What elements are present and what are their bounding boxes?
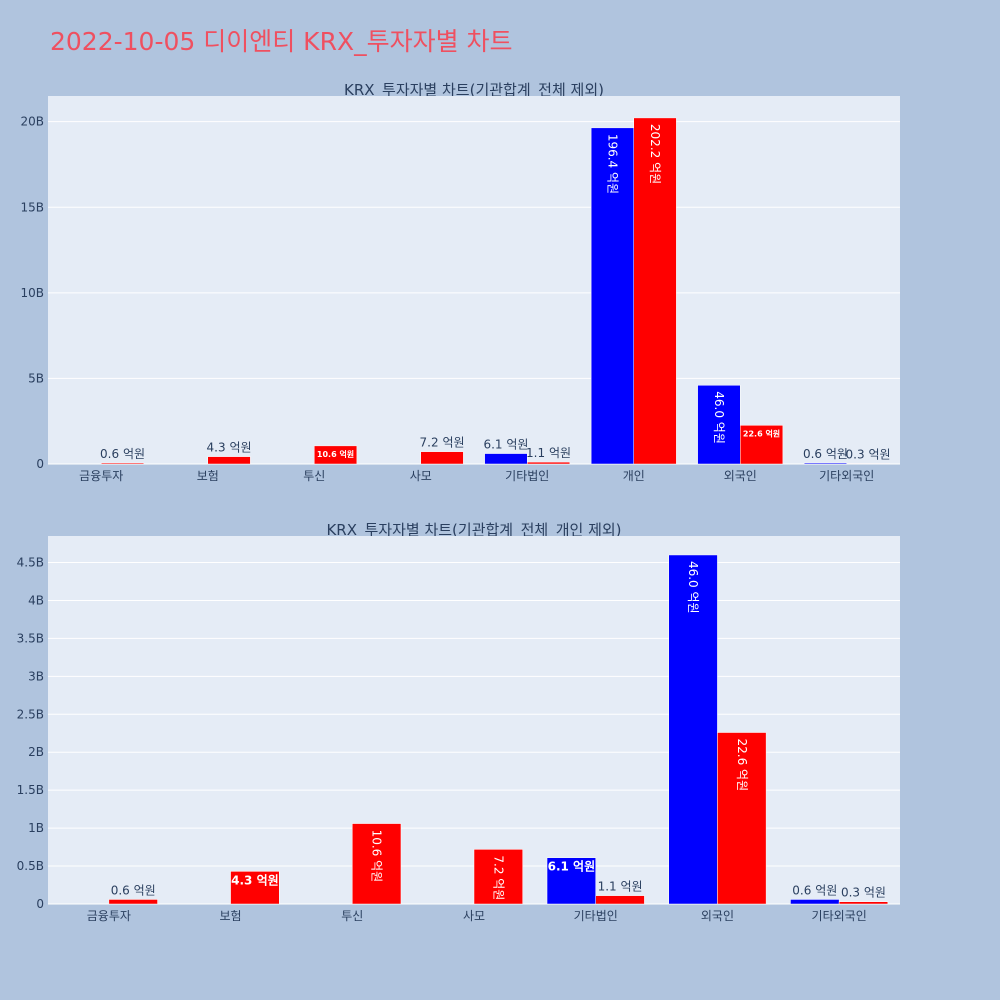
- data-label: 46.0 억원: [712, 391, 726, 444]
- bar: [484, 453, 528, 465]
- plot-background: [48, 536, 900, 904]
- bar: [314, 445, 358, 465]
- data-label: 1.1 억원: [598, 880, 643, 894]
- y-tick-label: 4.5B: [17, 556, 44, 570]
- bar: [352, 823, 402, 905]
- data-label: 0.6 억원: [111, 883, 156, 897]
- y-tick-label: 3B: [28, 669, 44, 683]
- data-label: 22.6 억원: [743, 428, 780, 438]
- bottom-chart-title: KRX_투자자별 차트(기관합계_전체_개인 제외): [326, 521, 621, 540]
- x-tick-label: 보험: [220, 909, 242, 923]
- data-label: 196.4 억원: [605, 134, 619, 194]
- bar: [101, 462, 145, 465]
- x-tick-label: 보험: [197, 469, 219, 483]
- bar: [473, 849, 523, 905]
- bar: [527, 461, 571, 465]
- bar: [546, 857, 596, 905]
- top-chart-title: KRX_투자자별 차트(기관합계_전체 제외): [344, 81, 604, 100]
- top-chart-plot: 0 5B 10B 15B 20B 금융투자 보험 투신 사모 기타법인 개인 외국인 기타외국인 6.1 …: [20, 96, 900, 483]
- y-tick-label: 1.5B: [17, 783, 44, 797]
- data-label: 10.6 억원: [317, 449, 354, 459]
- bar: [803, 462, 848, 465]
- x-tick-label: 투신: [341, 909, 363, 923]
- bottom-chart-plot: 0 0.5B 1B 1.5B 2B 2.5B 3B 3.5B 4B 4.5B 금융투자 보험 투신 사모 기…: [17, 536, 900, 923]
- bar: [595, 895, 645, 905]
- bottom-chart: KRX_투자자별 차트(기관합계_전체_개인 제외) 0 0.5B 1B 1.5B 2B…: [17, 521, 900, 923]
- y-tick-label: 0.5B: [17, 859, 44, 873]
- bar: [697, 385, 741, 465]
- x-tick-label: 기타법인: [505, 469, 549, 483]
- data-label: 7.2 억원: [491, 855, 505, 900]
- y-tick-label: 15B: [20, 200, 44, 214]
- y-tick-label: 10B: [20, 286, 44, 300]
- x-tick-label: 사모: [410, 469, 432, 483]
- y-tick-label: 20B: [20, 115, 44, 129]
- data-label: 0.3 억원: [846, 447, 891, 461]
- x-tick-label: 금융투자: [87, 909, 131, 923]
- x-tick-label: 외국인: [701, 909, 734, 923]
- data-label: 202.2 억원: [648, 124, 662, 184]
- x-tick-label: 기타외국인: [819, 469, 874, 483]
- data-label: 7.2 억원: [420, 436, 465, 450]
- data-label: 22.6 억원: [735, 739, 749, 792]
- bar: [230, 871, 280, 905]
- top-chart: KRX_투자자별 차트(기관합계_전체 제외) 0 5B 10B 15B 20B 금융투자…: [20, 81, 900, 483]
- bar: [207, 456, 251, 465]
- x-tick-label: 기타외국인: [812, 909, 867, 923]
- x-tick-label: 투신: [303, 469, 325, 483]
- bar: [717, 732, 767, 905]
- data-label: 1.1 억원: [526, 446, 571, 460]
- y-tick-label: 4B: [28, 593, 44, 607]
- y-tick-label: 5B: [28, 371, 44, 385]
- x-tick-label: 사모: [463, 909, 485, 923]
- data-label: 6.1 억원: [483, 438, 528, 452]
- y-tick-label: 2.5B: [17, 707, 44, 721]
- y-tick-label: 2B: [28, 745, 44, 759]
- data-label: 0.6 억원: [792, 883, 837, 897]
- y-tick-label: 3.5B: [17, 631, 44, 645]
- data-label: 10.6 억원: [370, 830, 384, 883]
- y-tick-label: 0: [36, 457, 44, 471]
- data-label: 0.6 억원: [100, 447, 145, 461]
- x-tick-label: 금융투자: [79, 469, 123, 483]
- y-tick-label: 1B: [28, 821, 44, 835]
- data-label: 6.1 억원: [548, 860, 596, 874]
- data-label: 46.0 억원: [686, 561, 700, 614]
- data-label: 0.3 억원: [841, 886, 886, 900]
- bar: [108, 899, 158, 905]
- bar: [790, 899, 840, 905]
- bar: [420, 451, 464, 465]
- page-title: 2022-10-05 디이엔티 KRX_투자자별 차트: [50, 27, 513, 56]
- bar: [846, 463, 890, 465]
- bar: [740, 425, 784, 465]
- y-tick-label: 0: [36, 897, 44, 911]
- bar: [668, 554, 718, 905]
- x-tick-label: 개인: [623, 469, 645, 483]
- data-label: 4.3 억원: [207, 441, 252, 455]
- x-tick-label: 기타법인: [574, 909, 618, 923]
- data-label: 0.6 억원: [803, 447, 848, 461]
- x-tick-label: 외국인: [724, 469, 757, 483]
- bar: [838, 901, 889, 905]
- bar: [633, 117, 677, 465]
- plot-background: [48, 96, 900, 464]
- data-label: 4.3 억원: [231, 873, 279, 887]
